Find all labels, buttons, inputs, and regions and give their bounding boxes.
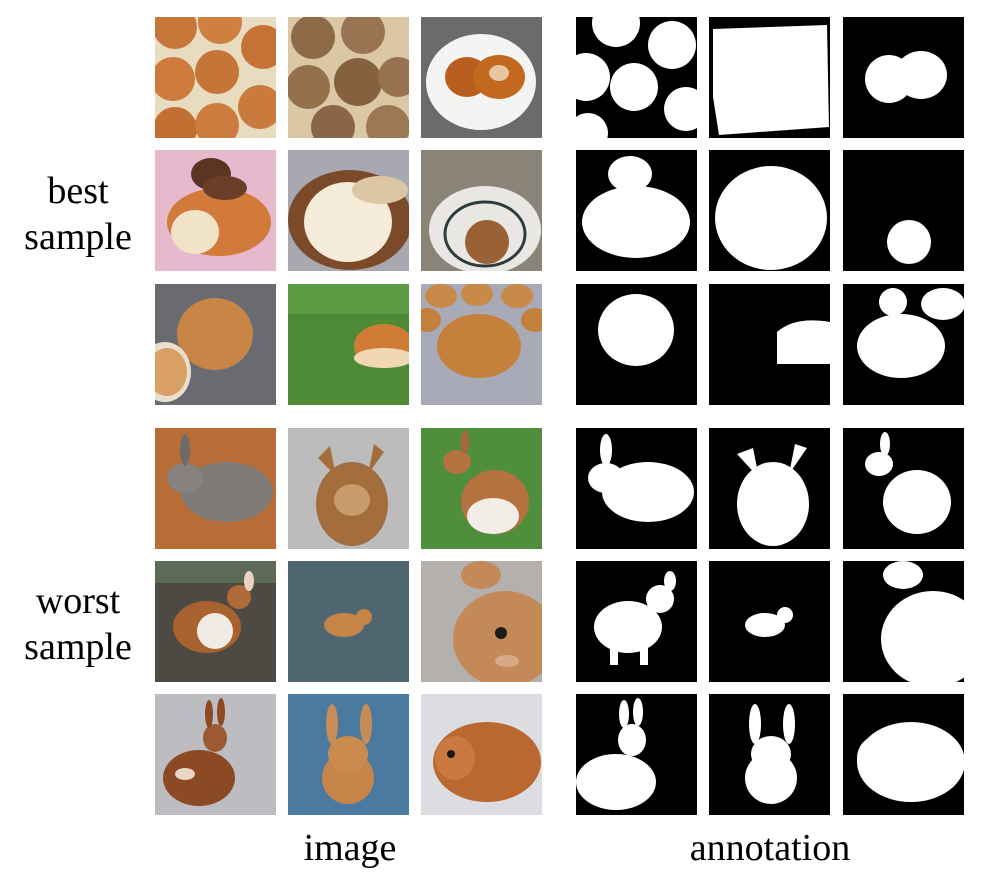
worst-label-line1: worst xyxy=(35,580,121,622)
rabbit-mask-tile xyxy=(576,694,697,815)
rabbit-mask-tile xyxy=(709,694,830,815)
worst-label-line2: sample xyxy=(24,626,132,668)
rabbit-mask-tile xyxy=(843,561,964,682)
rabbit-image-tile xyxy=(288,694,409,815)
bread-image-tile xyxy=(421,17,542,138)
image-column-label: image xyxy=(303,827,397,869)
bread-image-tile xyxy=(288,150,409,271)
bread-mask-tile xyxy=(709,150,830,271)
rabbit-mask-tile xyxy=(576,428,697,549)
rabbit-mask-tile xyxy=(709,428,830,549)
bread-mask-tile xyxy=(843,150,964,271)
bread-mask-tile xyxy=(576,17,697,138)
bread-mask-tile xyxy=(709,284,830,405)
bread-mask-tile xyxy=(843,17,964,138)
rabbit-image-tile xyxy=(421,428,542,549)
bread-image-tile xyxy=(288,17,409,138)
rabbit-image-tile xyxy=(421,694,542,815)
rabbit-image-tile xyxy=(155,561,276,682)
best-label-line1: best xyxy=(47,170,109,212)
best-label-line2: sample xyxy=(24,216,132,258)
rabbit-image-tile xyxy=(288,428,409,549)
best-sample-label: best sample xyxy=(14,168,142,260)
bread-mask-tile xyxy=(576,284,697,405)
rabbit-image-tile xyxy=(155,694,276,815)
bread-image-tile xyxy=(288,284,409,405)
bread-mask-tile xyxy=(576,150,697,271)
rabbit-mask-tile xyxy=(843,428,964,549)
rabbit-image-tile xyxy=(155,428,276,549)
rabbit-image-tile xyxy=(288,561,409,682)
rabbit-image-tile xyxy=(421,561,542,682)
bread-image-tile xyxy=(421,150,542,271)
annotation-column-label: annotation xyxy=(689,827,851,869)
bread-image-tile xyxy=(155,284,276,405)
rabbit-mask-tile xyxy=(576,561,697,682)
bread-image-tile xyxy=(155,17,276,138)
bread-image-tile xyxy=(421,284,542,405)
bread-mask-tile xyxy=(709,17,830,138)
bread-image-tile xyxy=(155,150,276,271)
rabbit-mask-tile xyxy=(843,694,964,815)
worst-sample-label: worst sample xyxy=(14,578,142,670)
bread-mask-tile xyxy=(843,284,964,405)
rabbit-mask-tile xyxy=(709,561,830,682)
